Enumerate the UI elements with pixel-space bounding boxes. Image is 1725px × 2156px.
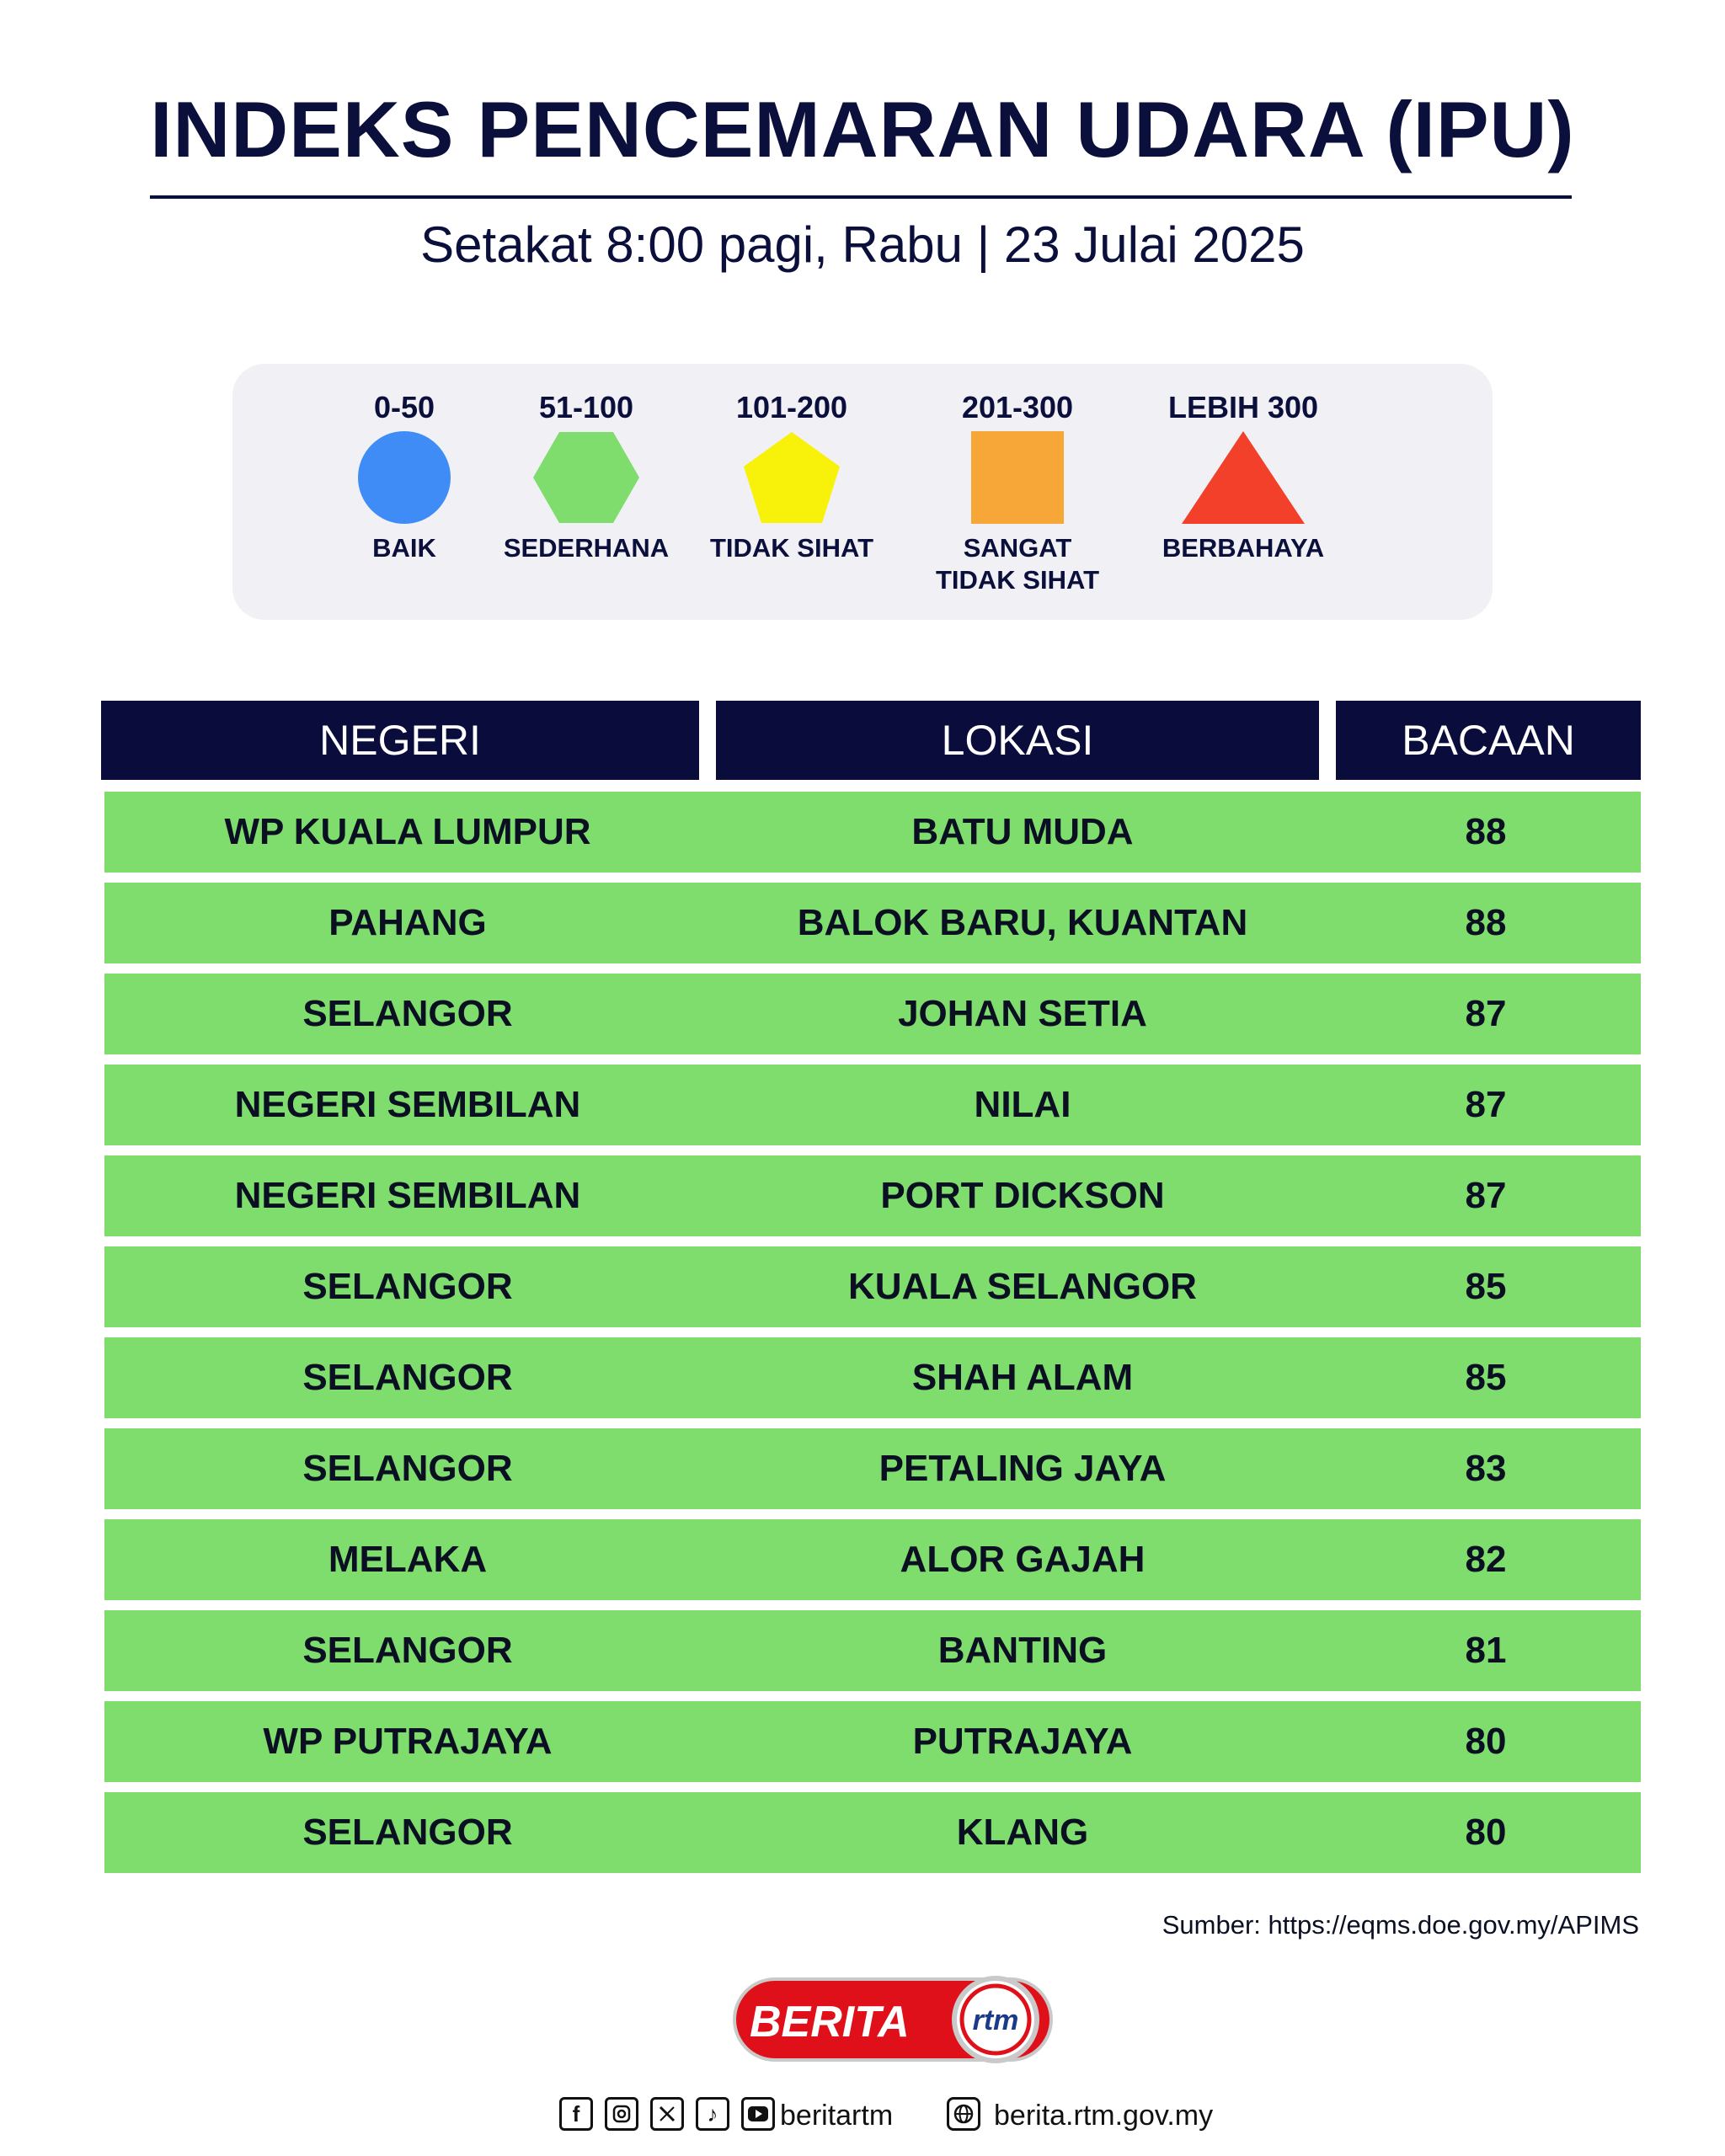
svg-text:rtm: rtm <box>973 2004 1019 2036</box>
cell-lokasi: PUTRAJAYA <box>912 1721 1133 1762</box>
table-row: WP KUALA LUMPUR BATU MUDA 88 <box>104 792 1641 873</box>
hexagon-icon <box>533 432 639 523</box>
table-row: WP PUTRAJAYA PUTRAJAYA 80 <box>104 1701 1641 1782</box>
berita-rtm-logo: BERITA rtm <box>728 1969 1065 2070</box>
legend-label: SANGAT TIDAK SIHAT <box>935 533 1100 595</box>
table-row: SELANGOR JOHAN SETIA 87 <box>104 974 1641 1054</box>
cell-lokasi: BANTING <box>937 1630 1108 1671</box>
table-row: SELANGOR BANTING 81 <box>104 1610 1641 1691</box>
cell-bacaan: 81 <box>1465 1630 1507 1671</box>
cell-negeri: SELANGOR <box>302 1812 513 1853</box>
legend-item-baik: 0-50 BAIK <box>295 387 514 564</box>
cell-bacaan: 87 <box>1465 993 1507 1034</box>
table-row: MELAKA ALOR GAJAH 82 <box>104 1519 1641 1600</box>
legend-label: BAIK <box>372 533 436 563</box>
cell-bacaan: 88 <box>1465 902 1507 943</box>
cell-lokasi: KUALA SELANGOR <box>848 1266 1197 1307</box>
legend-item-sangat-tidak-sihat: 201-300 SANGAT TIDAK SIHAT <box>908 387 1127 596</box>
cell-negeri: NEGERI SEMBILAN <box>234 1084 581 1125</box>
facebook-icon[interactable]: f <box>559 2097 593 2131</box>
cell-negeri: SELANGOR <box>302 1448 513 1489</box>
cell-bacaan: 85 <box>1465 1357 1507 1398</box>
youtube-icon[interactable] <box>741 2097 775 2131</box>
cell-negeri: SELANGOR <box>302 1630 513 1671</box>
table-row: NEGERI SEMBILAN PORT DICKSON 87 <box>104 1155 1641 1236</box>
cell-negeri: SELANGOR <box>302 993 513 1034</box>
cell-lokasi: PORT DICKSON <box>880 1175 1165 1216</box>
cell-bacaan: 83 <box>1465 1448 1507 1489</box>
cell-negeri: PAHANG <box>328 902 487 943</box>
cell-negeri: WP PUTRAJAYA <box>263 1721 553 1762</box>
cell-negeri: NEGERI SEMBILAN <box>234 1175 581 1216</box>
triangle-icon <box>1182 431 1305 524</box>
table-row: SELANGOR PETALING JAYA 83 <box>104 1428 1641 1509</box>
column-header-bacaan: BACAAN <box>1336 701 1641 780</box>
cell-bacaan: 88 <box>1465 811 1507 852</box>
cell-lokasi: ALOR GAJAH <box>900 1539 1146 1580</box>
square-icon <box>971 431 1064 524</box>
cell-lokasi: BATU MUDA <box>911 811 1134 852</box>
legend-item-sederhana: 51-100 SEDERHANA <box>477 387 696 564</box>
cell-lokasi: PETALING JAYA <box>879 1448 1167 1489</box>
cell-bacaan: 85 <box>1465 1266 1507 1307</box>
page-title: INDEKS PENCEMARAN UDARA (IPU) <box>150 85 1575 173</box>
cell-negeri: SELANGOR <box>302 1266 513 1307</box>
title-divider <box>150 195 1572 199</box>
cell-lokasi: BALOK BARU, KUANTAN <box>797 902 1248 943</box>
table-row: SELANGOR SHAH ALAM 85 <box>104 1337 1641 1418</box>
cell-bacaan: 87 <box>1465 1175 1507 1216</box>
column-header-lokasi: LOKASI <box>716 701 1319 780</box>
table-row: NEGERI SEMBILAN NILAI 87 <box>104 1065 1641 1145</box>
cell-bacaan: 80 <box>1465 1812 1507 1853</box>
legend-panel: 0-50 BAIK 51-100 SEDERHANA 101-200 TIDAK… <box>232 364 1493 620</box>
table-row: SELANGOR KUALA SELANGOR 85 <box>104 1246 1641 1327</box>
cell-lokasi: JOHAN SETIA <box>898 993 1147 1034</box>
page-subtitle: Setakat 8:00 pagi, Rabu | 23 Julai 2025 <box>420 216 1305 273</box>
globe-icon <box>947 2097 980 2131</box>
cell-lokasi: KLANG <box>956 1812 1089 1853</box>
table-row: SELANGOR KLANG 80 <box>104 1792 1641 1873</box>
cell-negeri: MELAKA <box>328 1539 488 1580</box>
legend-label: TIDAK SIHAT <box>709 533 874 563</box>
legend-label: SEDERHANA <box>503 533 670 563</box>
column-header-negeri: NEGERI <box>101 701 699 780</box>
website-link[interactable]: berita.rtm.gov.my <box>994 2100 1214 2132</box>
legend-item-tidak-sihat: 101-200 TIDAK SIHAT <box>682 387 901 564</box>
legend-range: 51-100 <box>538 390 634 424</box>
instagram-icon[interactable] <box>605 2097 638 2131</box>
cell-bacaan: 87 <box>1465 1084 1507 1125</box>
svg-text:BERITA: BERITA <box>750 1998 910 2047</box>
social-handle[interactable]: beritartm <box>780 2100 894 2132</box>
circle-icon <box>358 431 451 524</box>
legend-range: 101-200 <box>735 390 848 424</box>
legend-range: 0-50 <box>373 390 435 424</box>
cell-negeri: SELANGOR <box>302 1357 513 1398</box>
source-note: Sumber: https://eqms.doe.gov.my/APIMS <box>1162 1910 1639 1940</box>
legend-range: 201-300 <box>961 390 1074 424</box>
legend-range: LEBIH 300 <box>1167 390 1319 424</box>
table-row: PAHANG BALOK BARU, KUANTAN 88 <box>104 883 1641 963</box>
cell-bacaan: 82 <box>1465 1539 1507 1580</box>
cell-lokasi: SHAH ALAM <box>911 1357 1134 1398</box>
x-icon[interactable] <box>650 2097 684 2131</box>
legend-label: BERBAHAYA <box>1162 533 1325 563</box>
cell-negeri: WP KUALA LUMPUR <box>224 811 591 852</box>
legend-item-berbahaya: LEBIH 300 BERBAHAYA <box>1134 387 1353 564</box>
cell-lokasi: NILAI <box>974 1084 1071 1125</box>
pentagon-icon <box>744 432 840 523</box>
tiktok-icon[interactable]: ♪ <box>696 2097 729 2131</box>
cell-bacaan: 80 <box>1465 1721 1507 1762</box>
